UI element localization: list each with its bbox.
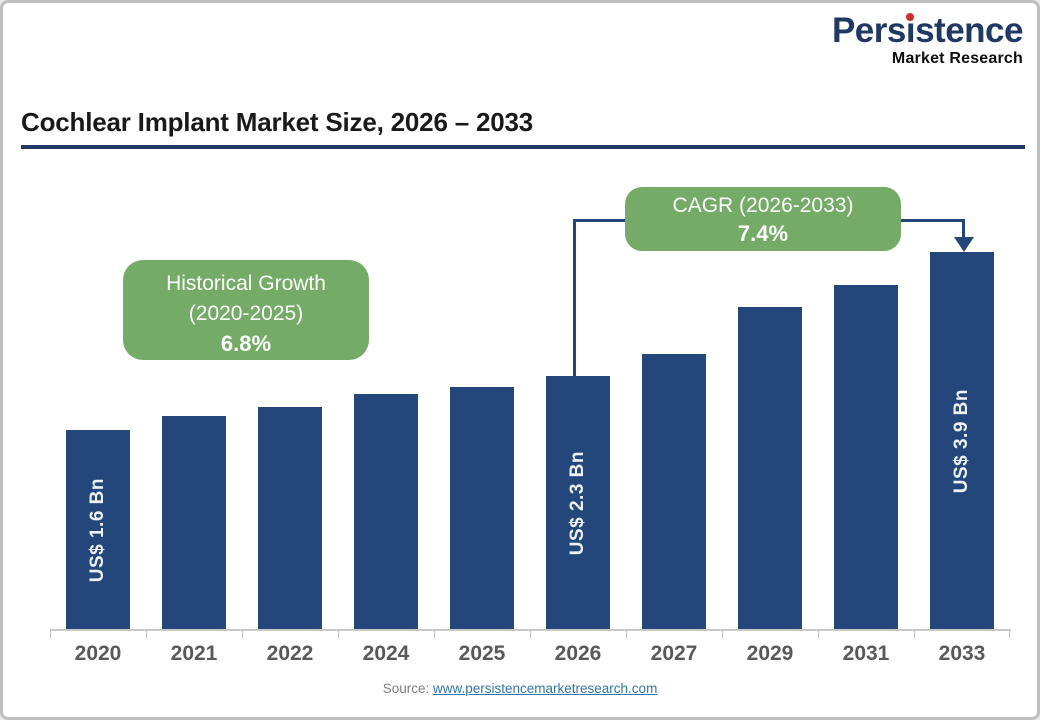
cagr-connector-left-vertical (573, 219, 576, 376)
logo-letter-i-with-red-dot: i (905, 11, 916, 50)
logo-wordmark: Persistence (832, 13, 1023, 48)
down-arrow-icon (954, 237, 974, 252)
axis-tick (1009, 631, 1010, 638)
bar-column: US$ 1.6 Bn 2020 (50, 210, 146, 665)
bar (450, 387, 514, 630)
logo-text-part1: Pers (831, 11, 906, 50)
bar-chart: US$ 1.6 Bn 2020 2021 2022 2024 (50, 210, 1010, 665)
cagr-connector-right-vertical (962, 219, 965, 239)
bar (642, 354, 706, 630)
bar (354, 394, 418, 630)
cagr-value: 7.4% (737, 221, 789, 246)
historical-growth-callout: Historical Growth (2020-2025) 6.8% (123, 260, 369, 360)
x-axis-tick-label: 2024 (362, 642, 410, 665)
x-axis-tick-label: 2022 (266, 642, 314, 665)
bar: US$ 1.6 Bn (66, 430, 130, 630)
x-axis-tick-label: 2027 (650, 642, 698, 665)
bar-value-label: US$ 1.6 Bn (87, 477, 108, 583)
bar: US$ 2.3 Bn (546, 376, 610, 630)
bar-column: US$ 3.9 Bn 2033 (914, 210, 1010, 665)
logo-subtitle: Market Research (891, 50, 1023, 67)
bar (162, 416, 226, 630)
bar-column: 2027 (626, 210, 722, 665)
chart-title: Cochlear Implant Market Size, 2026 – 203… (21, 107, 534, 137)
bar-value-label: US$ 3.9 Bn (951, 388, 972, 494)
bar (258, 407, 322, 630)
bar-column: 2031 (818, 210, 914, 665)
historical-growth-value: 6.8% (220, 331, 272, 356)
bar-column: 2024 (338, 210, 434, 665)
bar-column: 2025 (434, 210, 530, 665)
title-underline-divider (21, 145, 1025, 149)
bar: US$ 3.9 Bn (930, 252, 994, 630)
bar (738, 307, 802, 630)
historical-growth-line2: (2020-2025) (188, 302, 304, 325)
source-line: Source: www.persistencemarketresearch.co… (3, 681, 1037, 696)
bar-value-label: US$ 2.3 Bn (567, 450, 588, 556)
bar (834, 285, 898, 630)
x-axis-tick-label: 2021 (170, 642, 218, 665)
source-link[interactable]: www.persistencemarketresearch.com (432, 681, 658, 696)
bar-column: 2021 (146, 210, 242, 665)
company-logo: Persistence Market Research (832, 13, 1023, 67)
bar-column: 2022 (242, 210, 338, 665)
x-axis-line (50, 629, 1011, 631)
x-axis-tick-label: 2020 (74, 642, 122, 665)
cagr-connector-right-horizontal (901, 219, 965, 222)
source-prefix: Source: (382, 681, 430, 696)
x-axis-tick-label: 2029 (746, 642, 794, 665)
x-axis-tick-label: 2031 (842, 642, 890, 665)
bar-column: 2029 (722, 210, 818, 665)
x-axis-tick-label: 2025 (458, 642, 506, 665)
cagr-line1: CAGR (2026-2033) (672, 194, 854, 217)
bar-column: US$ 2.3 Bn 2026 (530, 210, 626, 665)
historical-growth-line1: Historical Growth (166, 272, 326, 295)
cagr-callout: CAGR (2026-2033) 7.4% (625, 187, 901, 251)
x-axis-tick-label: 2033 (938, 642, 986, 665)
x-axis-tick-label: 2026 (554, 642, 602, 665)
logo-text-part2: stence (915, 11, 1023, 50)
cagr-connector-left-horizontal (573, 219, 625, 222)
